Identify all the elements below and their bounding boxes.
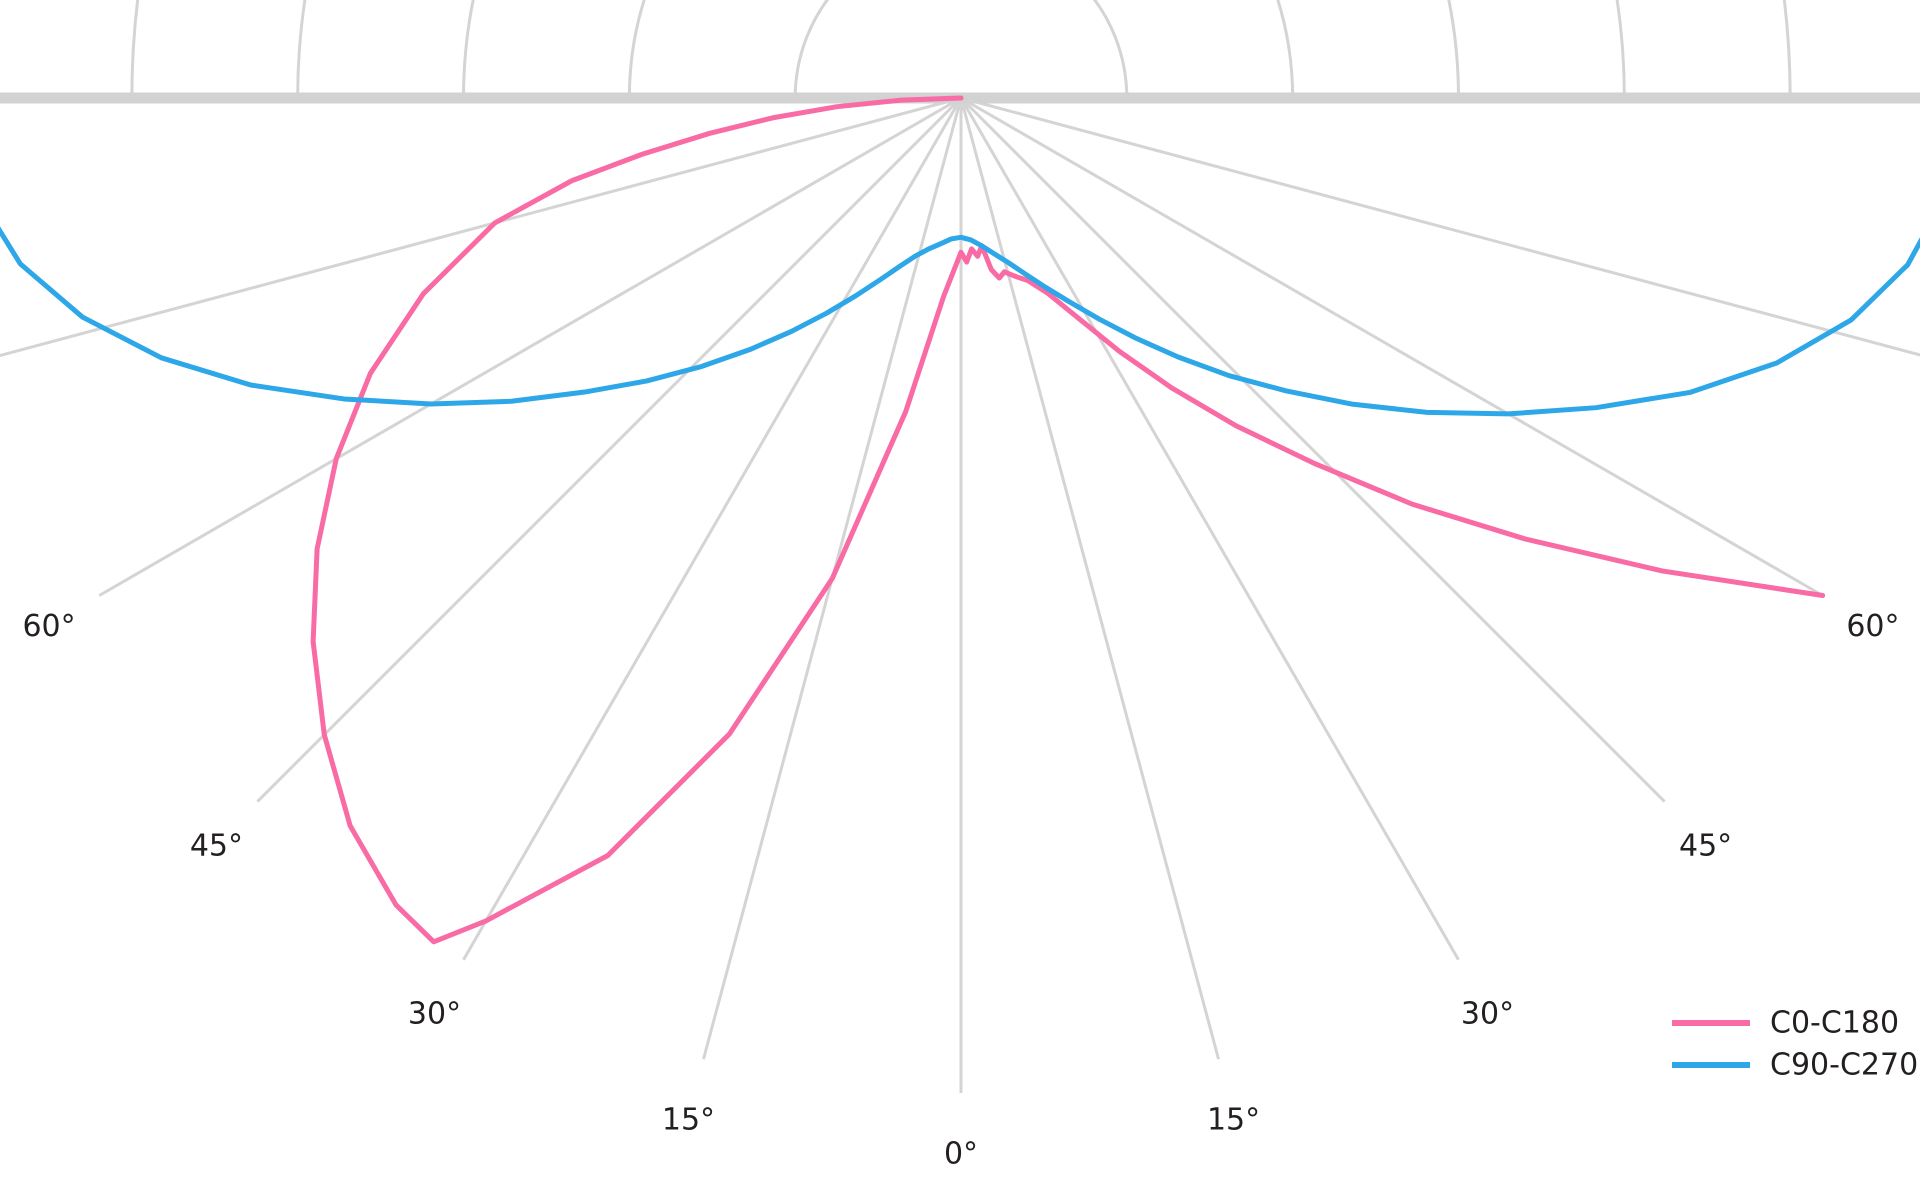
grid-ring-outer [0,0,1920,98]
grid-spoke [462,97,963,961]
axis-label-right-60deg: 60° [1846,609,1899,644]
grid-ring [793,0,1129,99]
grid-ring [130,0,1792,99]
legend-label-1: C90-C270 [1770,1048,1918,1083]
grid-spoke [256,96,963,803]
axis-label-right-30deg: 30° [1461,997,1514,1032]
axis-label-center-0deg: 0° [944,1137,978,1172]
axis-label-left-15deg: 15° [662,1102,715,1137]
axis-label-left-45deg: 45° [190,828,243,863]
polar-axis-labels: 90°75°60°45°30°15°90°75°60°45°30°15°0° [22,609,1899,1172]
chart-legend[interactable]: C0-C180 C90-C270 [1672,1006,1918,1083]
axis-label-right-15deg: 15° [1207,1102,1260,1137]
polar-series-layer [0,95,1920,945]
grid-spoke [960,96,1920,357]
legend-item-1[interactable]: C90-C270 [1672,1048,1918,1083]
grid-spoke [959,96,1666,803]
axis-label-right-45deg: 45° [1679,828,1732,863]
series-curve-0 [310,95,1826,945]
grid-spoke [959,97,1220,1060]
grid-ring [298,0,1625,98]
legend-item-0[interactable]: C0-C180 [1672,1006,1899,1041]
series-curve-1 [0,226,1920,417]
grid-spoke [960,96,1824,597]
axis-label-left-30deg: 30° [408,997,461,1032]
grid-spoke [0,96,962,357]
polar-grid [0,0,1920,1093]
grid-ring [462,0,1460,99]
grid-ring [627,0,1295,99]
axis-label-left-60deg: 60° [22,609,75,644]
grid-spoke [98,96,962,597]
legend-label-0: C0-C180 [1770,1006,1899,1041]
grid-spoke [959,97,1460,961]
